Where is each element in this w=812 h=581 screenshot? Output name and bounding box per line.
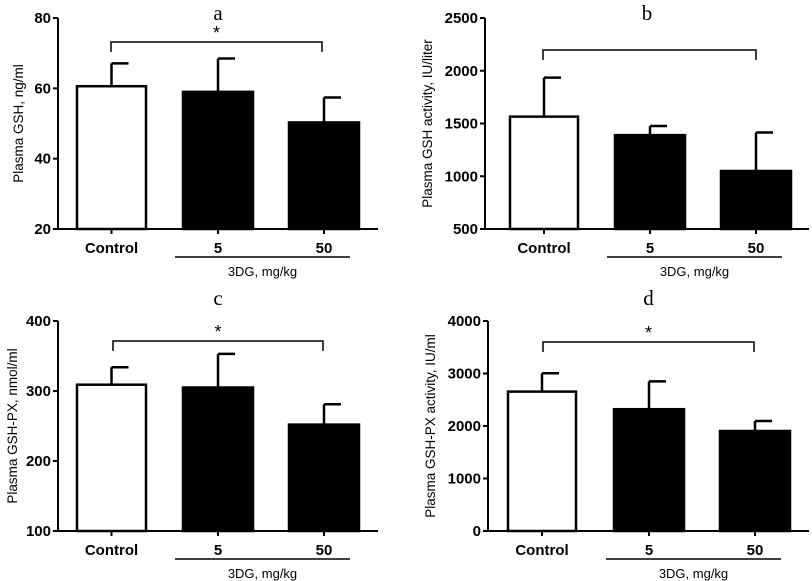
x-tick-label: 5 xyxy=(214,240,222,257)
x-tick-label: Control xyxy=(515,542,568,559)
y-tick-label: 1500 xyxy=(445,116,478,133)
bar-Control xyxy=(506,390,578,533)
y-tick-label: 4000 xyxy=(448,313,481,330)
significance-marker: * xyxy=(213,23,220,43)
panel-d: d 0 1000 2000 3000 4000 Plasma GSH-PX activity… xyxy=(423,286,809,581)
bar-50 xyxy=(718,429,792,533)
y-tick-label: 200 xyxy=(26,453,51,470)
panel-letter: d xyxy=(643,286,654,310)
x-tick-label: 50 xyxy=(748,240,765,257)
y-tick-label: 20 xyxy=(34,221,51,238)
group-label: 3DG, mg/kg xyxy=(228,264,297,279)
y-tick-label: 100 xyxy=(26,523,51,540)
y-tick-label: 2500 xyxy=(445,10,478,27)
panel-letter: c xyxy=(213,286,222,310)
y-axis-title: Plasma GSH-PX activity, IU/ml xyxy=(423,334,438,518)
bar-Control xyxy=(75,84,148,231)
bar-50 xyxy=(719,169,793,231)
bar-5 xyxy=(613,133,687,231)
significance-bracket xyxy=(542,49,757,60)
y-tick-label: 2000 xyxy=(448,418,481,435)
y-tick-label: 60 xyxy=(34,80,51,97)
panel-b: b 500 1000 1500 2000 2500 Plasma GSH activity,… xyxy=(420,1,809,279)
group-label: 3DG, mg/kg xyxy=(228,566,297,581)
y-tick-label: 0 xyxy=(473,523,481,540)
y-tick-label: 300 xyxy=(26,383,51,400)
y-tick-label: 2000 xyxy=(445,63,478,80)
x-tick-label: 50 xyxy=(316,240,333,257)
significance-bracket xyxy=(542,341,755,352)
x-tick-label: 50 xyxy=(316,542,333,559)
x-tick-label: 5 xyxy=(646,240,654,257)
x-tick-label: 5 xyxy=(214,542,222,559)
group-label: 3DG, mg/kg xyxy=(659,566,728,581)
panel-c: c 100 200 300 400 Plasma GSH-PX, nmol/ml Contr… xyxy=(5,286,378,581)
y-tick-label: 1000 xyxy=(445,168,478,185)
significance-bracket xyxy=(112,340,324,351)
panel-letter: a xyxy=(213,1,223,25)
bar-5 xyxy=(181,90,255,231)
panel-a: a 20 40 60 80 Plasma GSH, ng/ml Control 5 50 3DG,… xyxy=(11,1,378,279)
bar-5 xyxy=(612,407,686,533)
bar-50 xyxy=(287,121,361,231)
x-tick-label: 5 xyxy=(645,542,653,559)
y-axis-title: Plasma GSH, ng/ml xyxy=(11,64,26,183)
bar-Control xyxy=(508,115,580,231)
panel-letter: b xyxy=(642,1,653,25)
x-tick-label: Control xyxy=(517,240,570,257)
bar-5 xyxy=(181,386,255,533)
y-axis-title: Plasma GSH-PX, nmol/ml xyxy=(5,348,20,503)
x-tick-label: 50 xyxy=(747,542,764,559)
y-tick-label: 80 xyxy=(34,10,51,27)
y-tick-label: 1000 xyxy=(448,471,481,488)
y-tick-label: 40 xyxy=(34,151,51,168)
bar-Control xyxy=(75,383,148,533)
y-tick-label: 400 xyxy=(26,313,51,330)
y-tick-label: 3000 xyxy=(448,366,481,383)
significance-marker: * xyxy=(645,323,652,343)
y-axis-title: Plasma GSH activity, IU/liter xyxy=(420,39,435,208)
bar-50 xyxy=(287,423,361,533)
significance-marker: * xyxy=(214,322,221,342)
x-tick-label: Control xyxy=(85,542,138,559)
x-tick-label: Control xyxy=(85,240,138,257)
y-tick-label: 500 xyxy=(453,221,478,238)
group-label: 3DG, mg/kg xyxy=(660,264,729,279)
significance-bracket xyxy=(110,41,323,52)
